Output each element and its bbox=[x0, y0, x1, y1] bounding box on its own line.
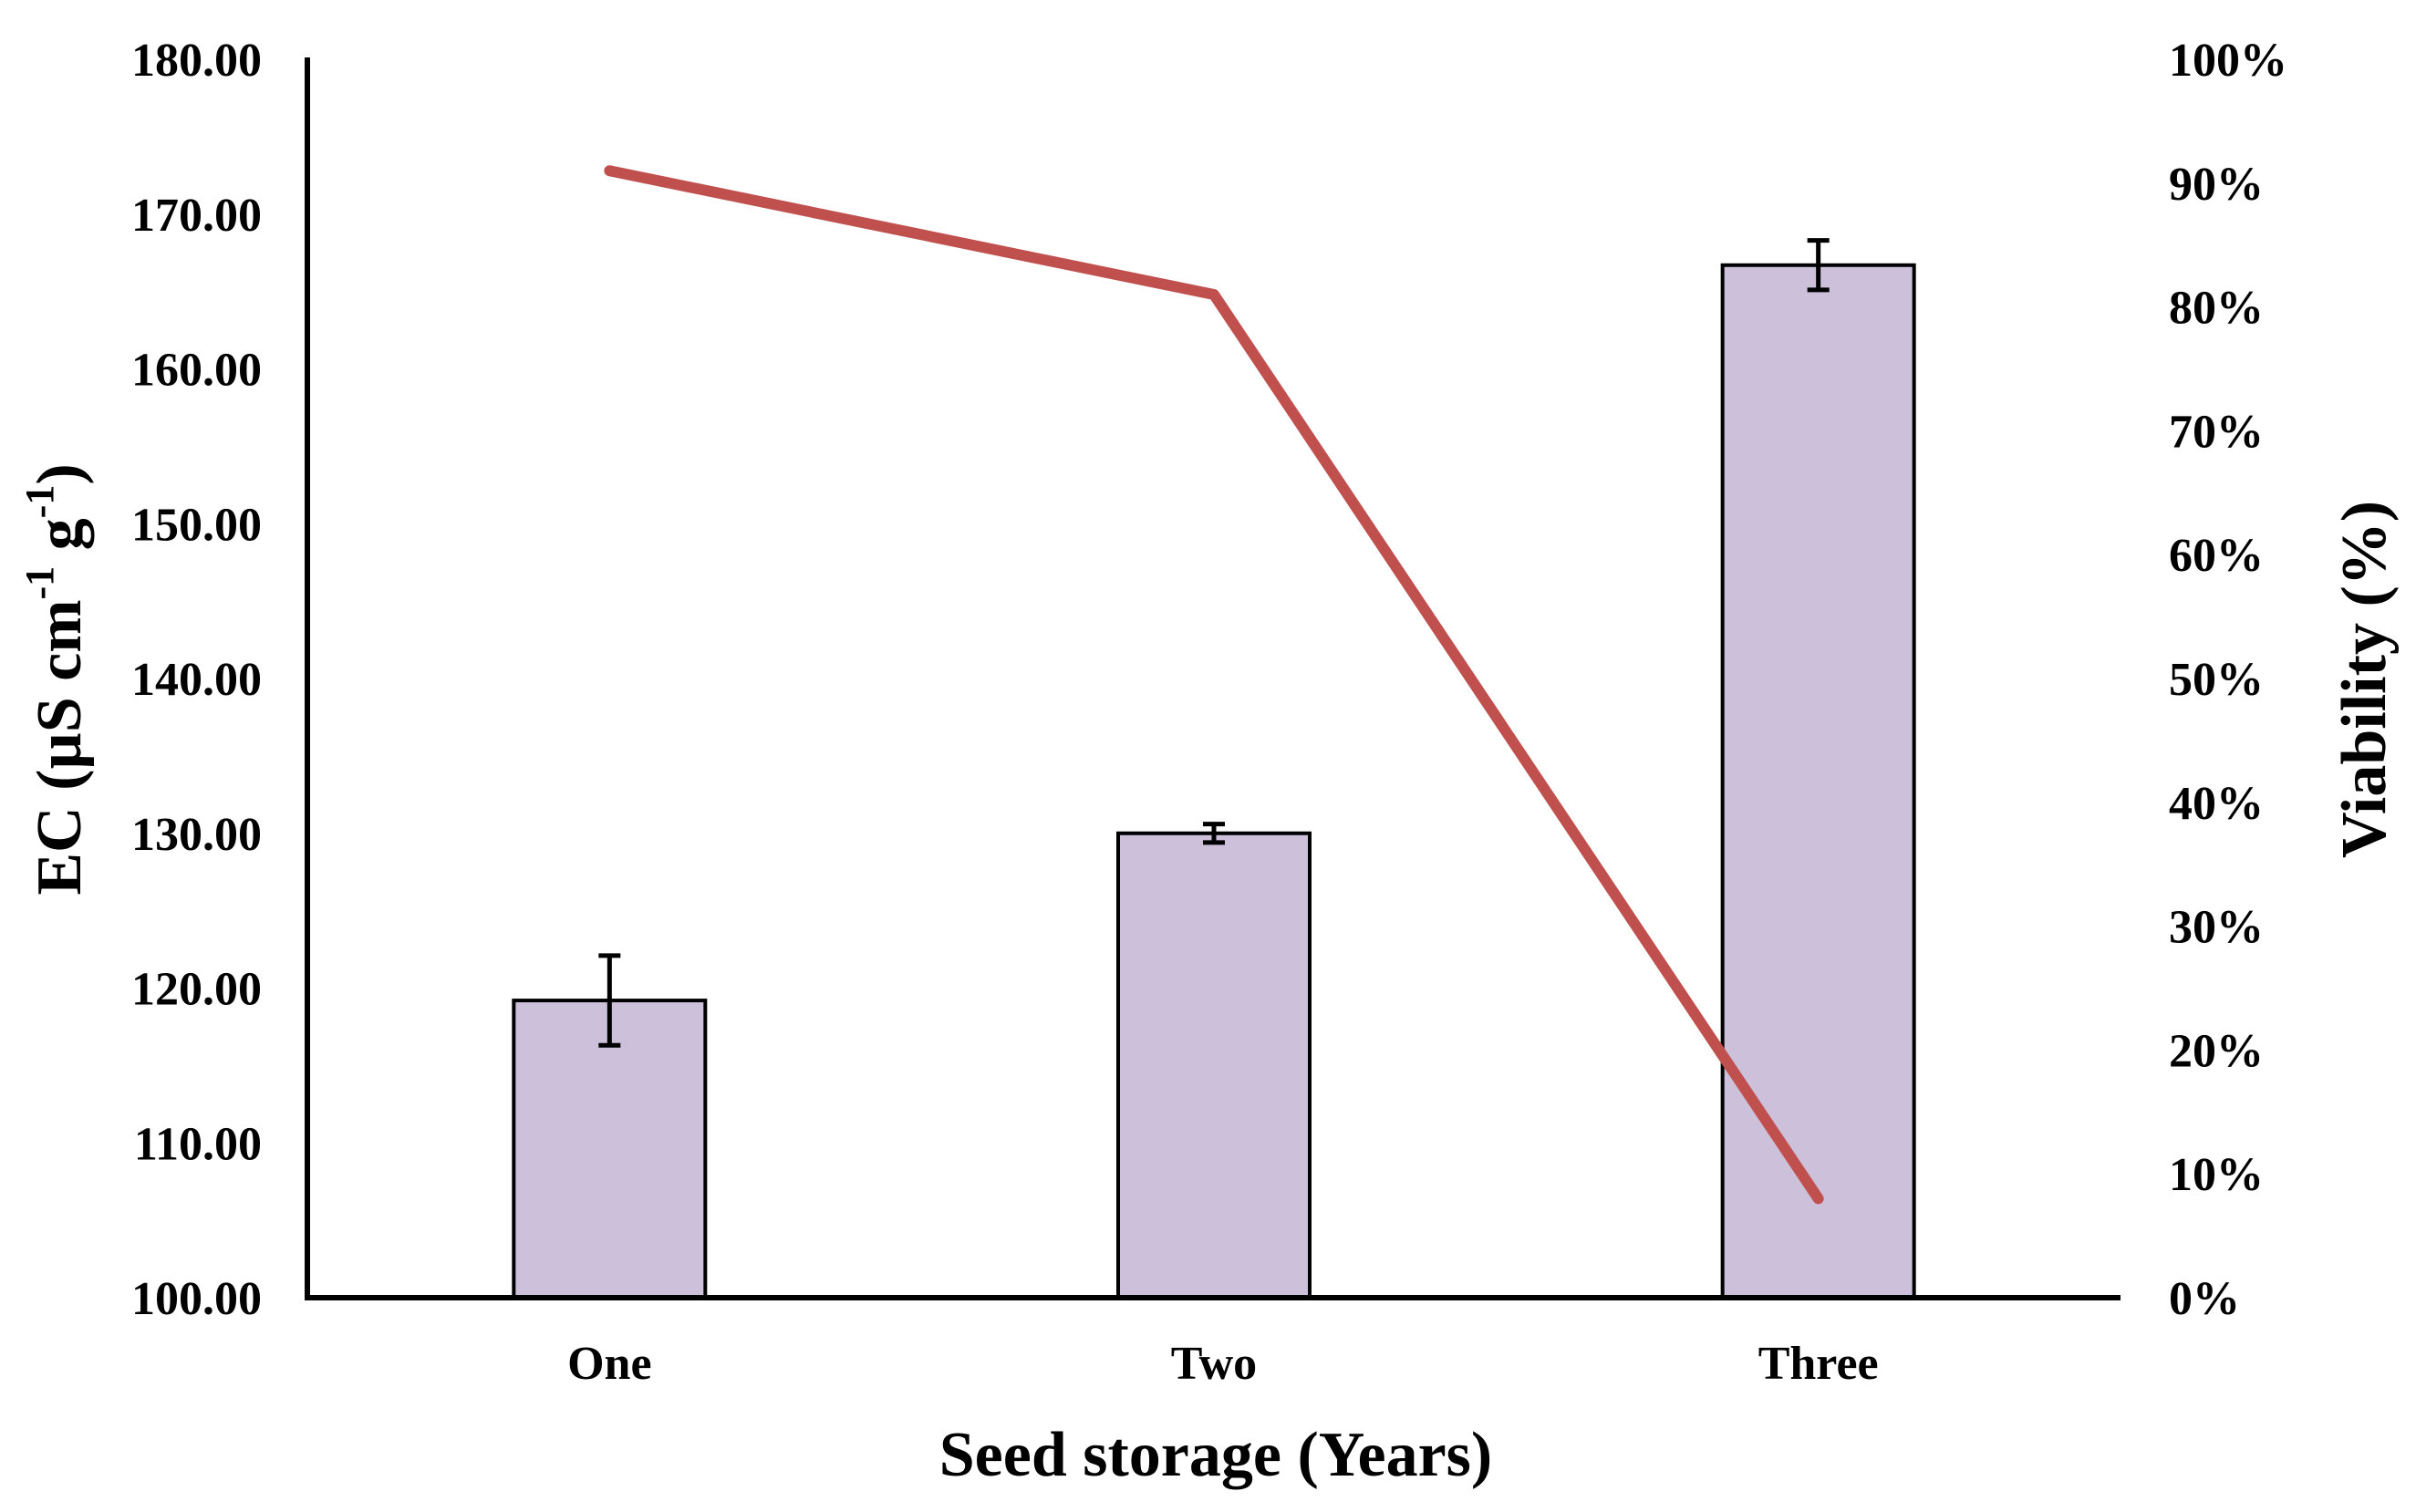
left-tick-label: 100.00 bbox=[131, 1273, 262, 1325]
right-tick-label: 80% bbox=[2169, 283, 2264, 335]
x-axis-title: Seed storage (Years) bbox=[939, 1420, 1492, 1490]
left-tick-label: 150.00 bbox=[131, 499, 262, 551]
left-axis-title-sup2: -1 bbox=[17, 485, 62, 519]
right-tick-label: 0% bbox=[2169, 1273, 2240, 1325]
bar-one bbox=[512, 999, 708, 1300]
error-bar-three bbox=[1807, 238, 1830, 293]
left-tick-label: 120.00 bbox=[131, 964, 262, 1016]
right-tick-label: 40% bbox=[2169, 778, 2264, 830]
left-tick-label: 140.00 bbox=[131, 654, 262, 706]
axes bbox=[305, 57, 2120, 1300]
bar-series-ec bbox=[512, 263, 1916, 1300]
left-tick-label: 110.00 bbox=[134, 1118, 262, 1170]
left-axis-title-sup1: -1 bbox=[17, 566, 62, 600]
error-bar-two bbox=[1203, 822, 1225, 845]
right-tick-label: 60% bbox=[2169, 530, 2264, 582]
left-tick-label: 130.00 bbox=[131, 809, 262, 861]
bar-two bbox=[1116, 831, 1312, 1300]
left-axis-title-mid: g bbox=[25, 518, 95, 566]
right-axis-ticks: 0% 10% 20% 30% 40% 50% 60% 70% 80% 90% 100% bbox=[2169, 35, 2287, 1325]
right-tick-label: 10% bbox=[2169, 1149, 2264, 1201]
right-tick-label: 90% bbox=[2169, 159, 2264, 211]
left-axis-title-end: ) bbox=[25, 463, 95, 484]
x-axis-ticks: One Two Three bbox=[567, 1338, 1879, 1390]
left-axis-ticks: 100.00 110.00 120.00 130.00 140.00 150.00 160.… bbox=[131, 35, 262, 1325]
right-tick-label: 30% bbox=[2169, 902, 2264, 954]
bar-three bbox=[1720, 263, 1916, 1300]
left-axis-title: EC (µS cm-1 g-1) bbox=[17, 463, 95, 895]
left-tick-label: 160.00 bbox=[131, 345, 262, 397]
right-tick-label: 20% bbox=[2169, 1025, 2264, 1077]
right-tick-label: 70% bbox=[2169, 406, 2264, 458]
x-tick-label: Three bbox=[1758, 1338, 1879, 1390]
x-tick-label: One bbox=[567, 1338, 651, 1390]
left-tick-label: 170.00 bbox=[131, 190, 262, 242]
left-tick-label: 180.00 bbox=[131, 35, 262, 87]
left-axis-title-main: EC (µS cm bbox=[25, 599, 95, 895]
x-tick-label: Two bbox=[1171, 1338, 1257, 1390]
line-series-viability bbox=[604, 165, 1824, 1205]
error-bars bbox=[598, 238, 1830, 1048]
right-tick-label: 50% bbox=[2169, 654, 2264, 706]
right-tick-label: 100% bbox=[2169, 35, 2287, 87]
right-axis-title: Viability (%) bbox=[2329, 501, 2400, 858]
error-bar-one bbox=[598, 953, 621, 1048]
